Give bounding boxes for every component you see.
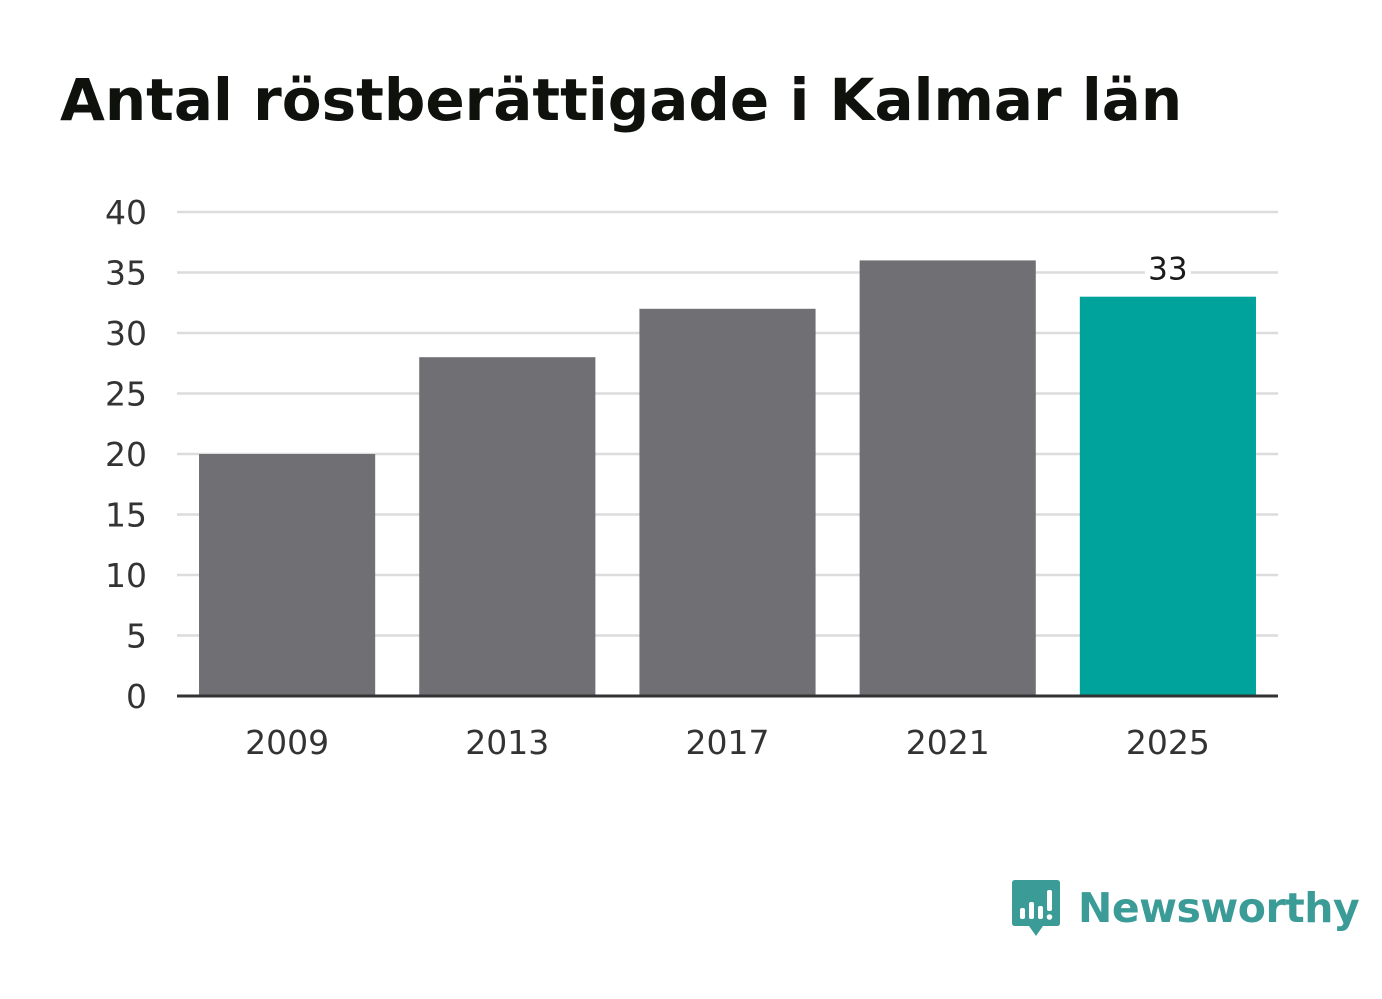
bar-2017 xyxy=(639,308,816,696)
y-tick-label: 25 xyxy=(105,375,147,414)
x-tick-label: 2021 xyxy=(906,723,990,762)
y-tick-label: 15 xyxy=(105,496,147,535)
y-tick-label: 20 xyxy=(105,435,147,474)
x-axis-labels: 2009 2013 2017 2021 2025 xyxy=(245,723,1210,762)
bars xyxy=(199,260,1256,696)
x-tick-label: 2017 xyxy=(686,723,770,762)
y-tick-label: 10 xyxy=(105,556,147,595)
x-tick-label: 2025 xyxy=(1126,723,1210,762)
y-tick-label: 5 xyxy=(126,617,147,656)
y-tick-label: 35 xyxy=(105,254,147,293)
newsworthy-brand: Newsworthy xyxy=(1010,878,1360,938)
y-tick-label: 0 xyxy=(126,677,147,716)
chart-title: Antal röstberättigade i Kalmar län xyxy=(60,66,1183,134)
bar-2025 xyxy=(1079,296,1256,696)
data-label-background xyxy=(1144,252,1191,287)
bar-2021 xyxy=(859,260,1036,696)
brand-name: Newsworthy xyxy=(1078,884,1360,932)
bar-2013 xyxy=(419,357,596,696)
x-tick-label: 2013 xyxy=(465,723,549,762)
x-tick-label: 2009 xyxy=(245,723,329,762)
y-axis-ticks: 0 5 10 15 20 25 30 35 40 xyxy=(105,193,147,716)
y-tick-label: 30 xyxy=(105,314,147,353)
newsworthy-logo-icon xyxy=(1012,880,1060,936)
y-tick-label: 40 xyxy=(105,193,147,232)
bar-2009 xyxy=(199,454,376,696)
data-labels: 33 xyxy=(1144,252,1191,288)
data-label-2025: 33 xyxy=(1148,252,1187,288)
